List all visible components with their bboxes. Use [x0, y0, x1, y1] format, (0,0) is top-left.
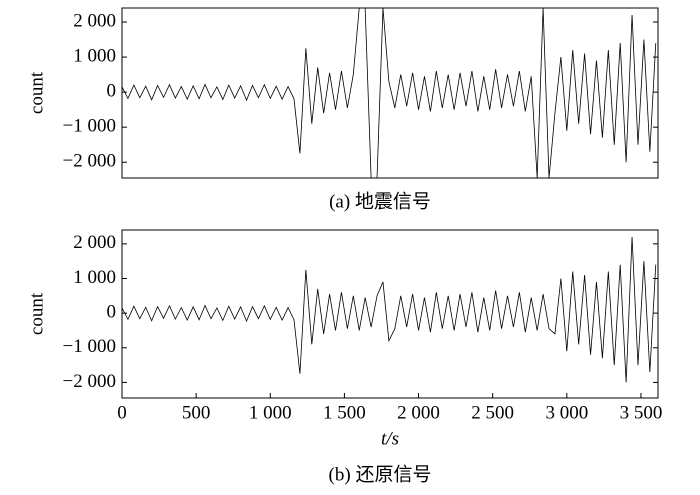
x-tick-label: 2 500 — [471, 402, 514, 423]
panel-caption: (a) 地震信号 — [329, 190, 431, 212]
x-tick-label: 3 000 — [545, 402, 588, 423]
y-tick-label: 2 000 — [73, 10, 116, 31]
y-axis-label: count — [26, 292, 47, 335]
x-tick-label: 0 — [117, 402, 127, 423]
y-tick-label: −2 000 — [63, 151, 116, 172]
panel-caption: (b) 还原信号 — [329, 463, 432, 485]
y-tick-label: 0 — [107, 80, 117, 101]
plot-frame — [121, 229, 659, 399]
y-tick-label: 0 — [107, 301, 117, 322]
y-axis-label: count — [26, 71, 47, 114]
y-tick-label: 1 000 — [73, 45, 116, 66]
x-tick-label: 1 000 — [249, 402, 292, 423]
y-tick-label: 2 000 — [73, 232, 116, 253]
y-tick-label: 1 000 — [73, 267, 116, 288]
y-tick-label: −1 000 — [63, 336, 116, 357]
x-tick-label: 2 000 — [397, 402, 440, 423]
y-tick-label: −2 000 — [63, 371, 116, 392]
x-tick-label: 500 — [182, 402, 211, 423]
y-tick-label: −1 000 — [63, 116, 116, 137]
signal-line — [122, 8, 657, 178]
x-tick-label: 1 500 — [323, 402, 366, 423]
signal-line — [122, 236, 657, 383]
x-tick-label: 3 500 — [620, 402, 663, 423]
plot-frame — [121, 7, 659, 179]
x-axis-label: t/s — [381, 428, 399, 449]
